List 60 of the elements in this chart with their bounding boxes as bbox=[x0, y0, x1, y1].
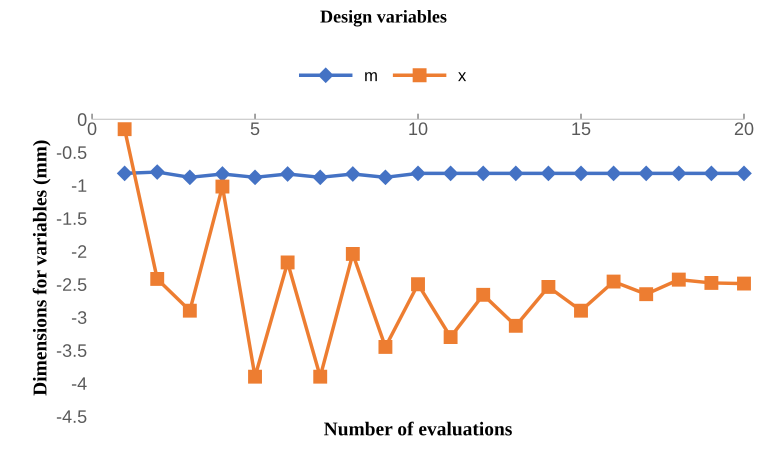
point bbox=[704, 166, 719, 181]
point bbox=[541, 280, 556, 294]
y-tick-label: -2.5 bbox=[56, 278, 86, 291]
point bbox=[704, 276, 718, 290]
x-tick-label: 0 bbox=[88, 122, 96, 136]
point bbox=[215, 180, 230, 194]
legend-label: x bbox=[458, 72, 466, 82]
chart-title: Design variables bbox=[320, 10, 447, 26]
point bbox=[606, 166, 622, 181]
point bbox=[476, 288, 490, 302]
point bbox=[118, 122, 132, 136]
point bbox=[671, 166, 686, 181]
point bbox=[312, 170, 328, 185]
point bbox=[476, 166, 491, 181]
point bbox=[150, 272, 164, 286]
y-tick-label: -3.5 bbox=[56, 344, 86, 357]
x-axis-title: Number of evaluations bbox=[324, 422, 512, 436]
legend-label: m bbox=[365, 72, 377, 82]
y-tick-label: -1 bbox=[72, 179, 86, 192]
y-tick-label: -1.5 bbox=[56, 212, 86, 225]
y-tick-label: -2 bbox=[72, 245, 86, 258]
point bbox=[117, 166, 132, 181]
point bbox=[574, 304, 588, 318]
x-tick-label: 5 bbox=[250, 122, 260, 136]
point bbox=[182, 304, 197, 318]
point bbox=[508, 166, 524, 181]
y-tick-label: -3 bbox=[72, 311, 86, 324]
point bbox=[737, 276, 751, 291]
y-tick-label: -0.5 bbox=[56, 146, 86, 159]
point bbox=[378, 170, 393, 185]
point bbox=[672, 272, 686, 287]
y-tick-label: -4.5 bbox=[56, 410, 86, 423]
point bbox=[638, 166, 654, 181]
point bbox=[247, 170, 263, 185]
point bbox=[736, 166, 752, 181]
x-tick-label: 10 bbox=[409, 122, 428, 136]
point bbox=[280, 256, 295, 270]
point bbox=[313, 370, 328, 384]
point bbox=[508, 318, 523, 333]
point bbox=[573, 166, 589, 181]
point bbox=[214, 166, 230, 182]
point bbox=[150, 164, 165, 180]
point bbox=[540, 166, 556, 181]
point bbox=[411, 277, 425, 292]
point bbox=[280, 166, 296, 182]
x-tick-label: 20 bbox=[734, 122, 754, 136]
y-tick-label: 0 bbox=[78, 113, 86, 126]
x-tick-label: 15 bbox=[572, 122, 590, 136]
point bbox=[182, 170, 198, 185]
y-tick-label: -4 bbox=[72, 377, 87, 390]
point bbox=[345, 166, 360, 182]
point bbox=[606, 274, 621, 289]
point bbox=[410, 166, 426, 181]
point bbox=[443, 166, 458, 181]
point bbox=[346, 246, 360, 261]
point bbox=[639, 287, 654, 302]
y-axis-title: Dimensions for variables (mm) bbox=[32, 140, 51, 396]
point bbox=[444, 330, 458, 344]
point bbox=[248, 370, 262, 384]
point bbox=[378, 340, 392, 354]
